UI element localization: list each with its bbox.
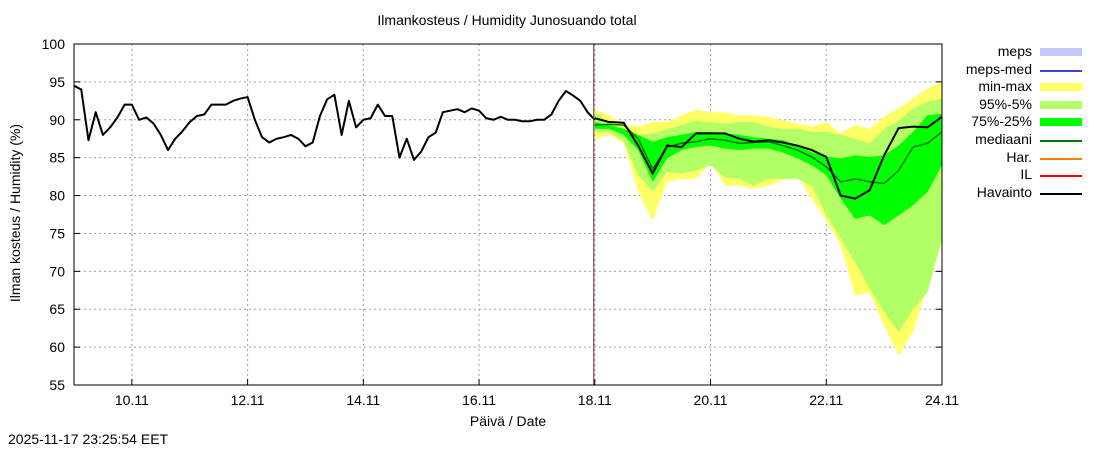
legend: meps meps-med min-max 95%-5% 75%-25% mediaani… [950, 43, 1090, 201]
legend-swatch [1040, 83, 1082, 92]
x-tick-label: 24.11 [925, 392, 959, 408]
y-tick-label: 55 [49, 377, 65, 393]
legend-label: IL [1020, 166, 1032, 183]
forecast-observed-line [594, 115, 943, 200]
x-tick-label: 16.11 [462, 392, 496, 408]
legend-label: 95%-5% [979, 95, 1032, 112]
x-tick-label: 14.11 [346, 392, 380, 408]
band-75-25 [594, 113, 942, 226]
x-axis-label: Päivä / Date [469, 413, 547, 429]
plot-frame [73, 43, 943, 386]
timestamp: 2025-11-17 23:25:54 EET [8, 431, 169, 447]
x-tick-label: 20.11 [694, 392, 728, 408]
y-tick-label: 75 [49, 225, 65, 241]
y-tick-label: 65 [49, 301, 65, 317]
legend-swatch [1040, 69, 1082, 72]
legend-item: mediaani [950, 131, 1090, 149]
legend-item: IL [950, 166, 1090, 184]
y-tick-label: 70 [49, 263, 65, 279]
legend-item: min-max [950, 78, 1090, 96]
legend-item: 75%-25% [950, 113, 1090, 131]
x-tick-label: 18.11 [578, 392, 612, 408]
legend-item: 95%-5% [950, 96, 1090, 114]
y-tick-label: 100 [42, 36, 66, 52]
legend-label: meps-med [965, 60, 1032, 77]
legend-swatch [1040, 48, 1082, 56]
observed-line [73, 84, 596, 161]
legend-label: mediaani [975, 130, 1032, 147]
legend-label: min-max [978, 78, 1032, 95]
legend-swatch [1040, 192, 1082, 195]
y-tick-label: 85 [49, 150, 65, 166]
legend-swatch [1040, 118, 1082, 127]
y-tick-label: 90 [49, 112, 65, 128]
median-line [594, 123, 943, 185]
legend-swatch [1040, 100, 1082, 109]
chart-title: Ilmankosteus / Humidity Junosuando total [377, 12, 637, 28]
y-tick-label: 95 [49, 74, 65, 90]
y-tick-label: 60 [49, 339, 65, 355]
legend-swatch [1040, 139, 1082, 142]
legend-item: meps-med [950, 61, 1090, 79]
legend-label: Havainto [976, 183, 1032, 200]
x-tick-label: 22.11 [809, 392, 843, 408]
x-tick-label: 12.11 [231, 392, 265, 408]
legend-label: meps [997, 43, 1032, 59]
legend-item: Har. [950, 149, 1090, 167]
legend-item: meps [950, 43, 1090, 61]
y-tick-label: 80 [49, 188, 65, 204]
x-tick-label: 10.11 [115, 392, 149, 408]
legend-item: Havainto [950, 184, 1090, 202]
legend-swatch [1040, 157, 1082, 160]
legend-swatch [1040, 175, 1082, 178]
legend-label: Har. [1006, 148, 1032, 165]
legend-label: 75%-25% [971, 113, 1032, 130]
